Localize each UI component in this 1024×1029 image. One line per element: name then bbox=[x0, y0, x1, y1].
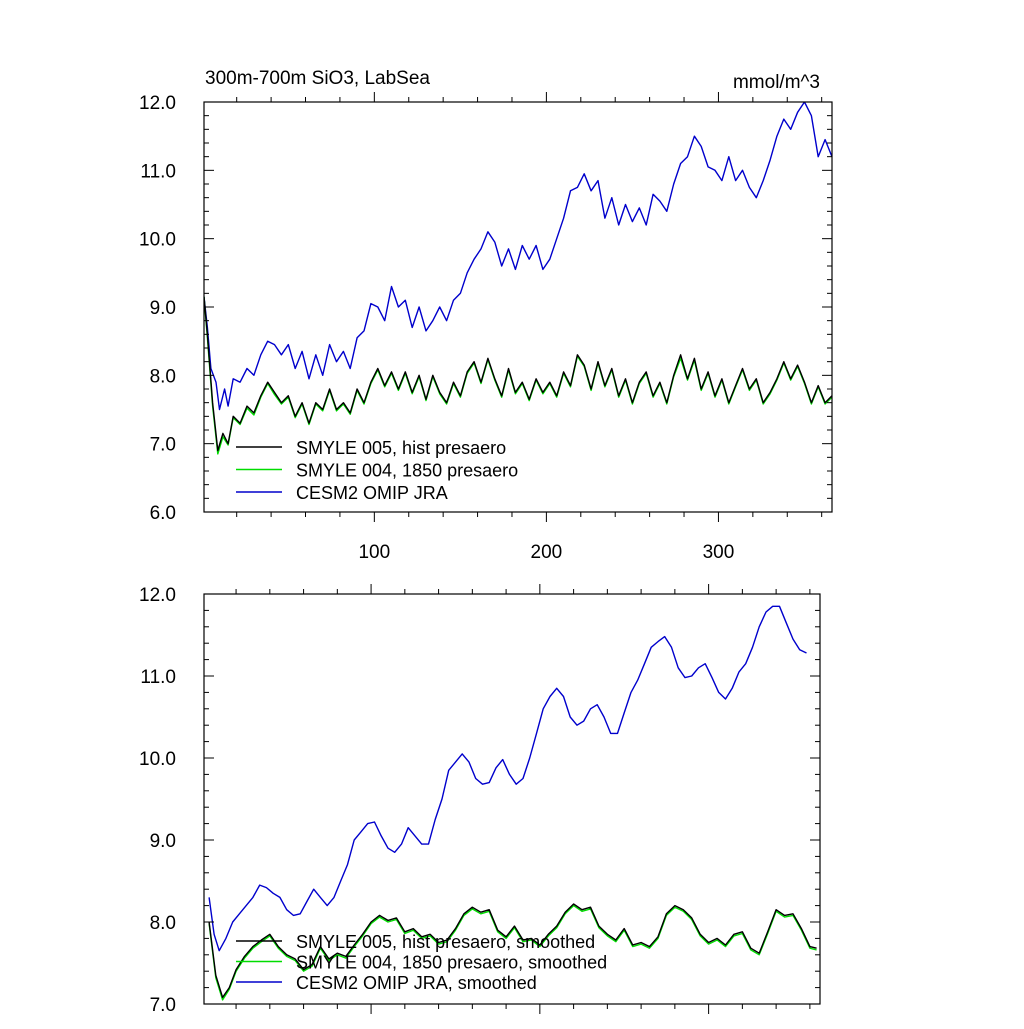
plot-frame bbox=[203, 593, 821, 1005]
panel-bottom: 7.0 8.0 9.0 10.0 11.0 12.0 SMYLE 005, hist pre… bbox=[139, 584, 821, 1016]
series-line-2 bbox=[204, 102, 832, 411]
series-line-0 bbox=[208, 903, 817, 999]
series-line-1 bbox=[204, 296, 832, 455]
legend: SMYLE 005, hist presaero, smoothedSMYLE … bbox=[236, 932, 607, 993]
x-tick-label: 100 bbox=[358, 542, 390, 563]
legend-label-2: CESM2 OMIP JRA bbox=[296, 483, 448, 503]
chart-title: 300m-700m SiO3, LabSea bbox=[205, 68, 430, 89]
legend-label-0: SMYLE 005, hist presaero, smoothed bbox=[296, 932, 595, 952]
y-tick-label: 8.0 bbox=[150, 366, 176, 387]
y-tick-label: 11.0 bbox=[140, 161, 176, 182]
legend-label-1: SMYLE 004, 1850 presaero, smoothed bbox=[296, 953, 607, 973]
series-group bbox=[208, 605, 817, 1001]
y-tick-label: 12.0 bbox=[139, 585, 176, 606]
y-tick-label: 7.0 bbox=[150, 435, 176, 456]
y-tick-label: 8.0 bbox=[150, 913, 176, 934]
y-tick-label: 9.0 bbox=[150, 298, 176, 319]
y-tick-label: 10.0 bbox=[139, 230, 176, 251]
legend: SMYLE 005, hist presaero SMYLE 004, 1850 … bbox=[236, 438, 518, 503]
series-group bbox=[204, 102, 832, 455]
legend-label-0: SMYLE 005, hist presaero bbox=[296, 438, 506, 458]
legend-label-1: SMYLE 004, 1850 presaero bbox=[296, 461, 518, 481]
chart-units: mmol/m^3 bbox=[733, 72, 820, 93]
panel-top: 6.0 7.0 8.0 9.0 10.0 11.0 12.0 100 200 300 SMYLE 0… bbox=[139, 92, 833, 563]
series-line-0 bbox=[204, 296, 832, 452]
x-tick-label: 200 bbox=[531, 542, 563, 563]
y-tick-label: 10.0 bbox=[139, 749, 176, 770]
x-tick-label: 300 bbox=[703, 542, 735, 563]
y-tick-label: 12.0 bbox=[139, 93, 176, 114]
legend-label-2: CESM2 OMIP JRA, smoothed bbox=[296, 973, 537, 993]
y-tick-label: 11.0 bbox=[140, 667, 176, 688]
y-tick-label: 7.0 bbox=[150, 995, 176, 1016]
series-line-1 bbox=[208, 904, 817, 1001]
series-line-2 bbox=[208, 605, 807, 952]
y-tick-label: 9.0 bbox=[150, 831, 176, 852]
y-tick-label: 6.0 bbox=[150, 503, 176, 524]
